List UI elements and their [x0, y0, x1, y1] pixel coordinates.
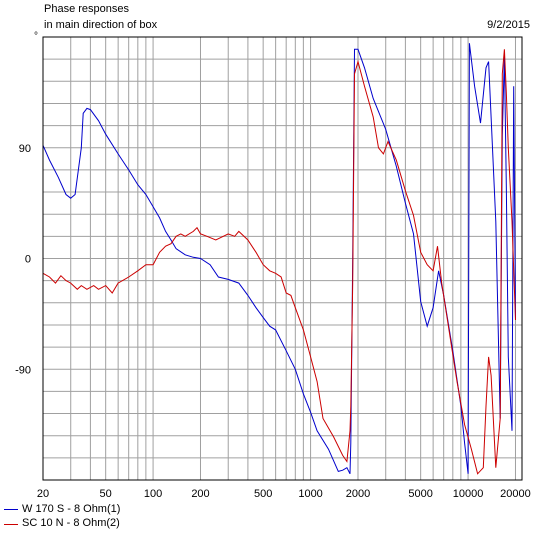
legend-swatch-series-2	[4, 524, 18, 525]
y-tick-label: 0	[25, 254, 31, 266]
x-tick-label: 20000	[500, 488, 531, 500]
y-tick-label: -90	[15, 364, 31, 376]
x-tick-label: 20	[37, 488, 49, 500]
x-tick-label: 200	[191, 488, 209, 500]
x-tick-label: 100	[144, 488, 162, 500]
chart-title-line-2: in main direction of box	[44, 19, 158, 31]
chart-grid	[42, 36, 522, 481]
legend-label-series-2: SC 10 N - 8 Ohm(2)	[22, 517, 120, 529]
y-axis-unit: °	[34, 31, 38, 42]
x-tick-label: 2000	[346, 488, 370, 500]
legend-swatch-series-1	[4, 509, 18, 510]
tick-labels: 20 50 100 200 500 1000 2000 5000 10000 20000 90 0 -9…	[15, 143, 531, 500]
series-line-1	[42, 43, 516, 475]
chart-title-line-1: Phase responses	[44, 3, 129, 15]
chart-date: 9/2/2015	[487, 19, 530, 31]
x-tick-label: 5000	[408, 488, 432, 500]
x-tick-label: 500	[254, 488, 272, 500]
x-tick-label: 50	[100, 488, 112, 500]
x-tick-label: 10000	[453, 488, 484, 500]
series-line-2	[42, 49, 516, 475]
x-tick-label: 1000	[298, 488, 322, 500]
legend-label-series-1: W 170 S - 8 Ohm(1)	[22, 503, 121, 515]
series-layer	[42, 43, 516, 475]
plot-border	[42, 36, 523, 481]
y-tick-label: 90	[19, 143, 31, 155]
